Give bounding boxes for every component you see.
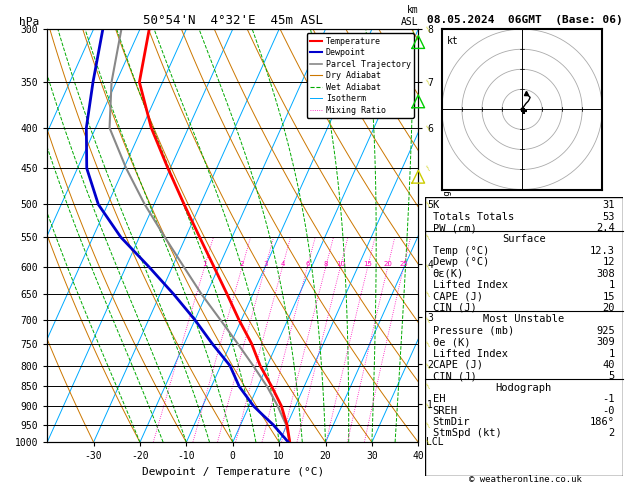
Text: 308: 308 — [596, 269, 615, 278]
Text: Totals Totals: Totals Totals — [433, 212, 514, 222]
Text: hPa: hPa — [19, 17, 40, 27]
Text: 309: 309 — [596, 337, 615, 347]
Text: /: / — [425, 79, 431, 85]
Text: 6: 6 — [305, 261, 309, 267]
Text: 8: 8 — [323, 261, 328, 267]
Text: /: / — [425, 125, 431, 131]
Text: 15: 15 — [603, 292, 615, 301]
Text: 20: 20 — [603, 303, 615, 313]
Text: /: / — [425, 202, 431, 208]
Text: -1: -1 — [603, 394, 615, 404]
Text: CAPE (J): CAPE (J) — [433, 360, 482, 370]
Text: 08.05.2024  06GMT  (Base: 06): 08.05.2024 06GMT (Base: 06) — [427, 15, 623, 25]
Text: CIN (J): CIN (J) — [433, 371, 476, 382]
Text: Mixing Ratio (g/kg): Mixing Ratio (g/kg) — [443, 185, 452, 287]
Text: /: / — [425, 363, 431, 369]
Text: /: / — [425, 264, 431, 270]
Text: /: / — [425, 403, 431, 409]
Text: 31: 31 — [603, 200, 615, 210]
Text: PW (cm): PW (cm) — [433, 223, 476, 233]
Text: StmDir: StmDir — [433, 417, 470, 427]
Text: Lifted Index: Lifted Index — [433, 348, 508, 359]
Text: /: / — [425, 317, 431, 323]
Legend: Temperature, Dewpoint, Parcel Trajectory, Dry Adiabat, Wet Adiabat, Isotherm, Mi: Temperature, Dewpoint, Parcel Trajectory… — [306, 34, 414, 118]
Text: Pressure (mb): Pressure (mb) — [433, 326, 514, 336]
Text: 53: 53 — [603, 212, 615, 222]
Text: 4: 4 — [281, 261, 284, 267]
Text: /: / — [425, 234, 431, 240]
Text: 10: 10 — [336, 261, 345, 267]
Text: CIN (J): CIN (J) — [433, 303, 476, 313]
Text: 1: 1 — [608, 348, 615, 359]
Text: 925: 925 — [596, 326, 615, 336]
Text: 12: 12 — [603, 257, 615, 267]
Text: Lifted Index: Lifted Index — [433, 280, 508, 290]
Text: /: / — [425, 439, 431, 445]
Text: © weatheronline.co.uk: © weatheronline.co.uk — [469, 474, 582, 484]
Text: EH: EH — [433, 394, 445, 404]
Text: Surface: Surface — [502, 234, 545, 244]
Text: kt: kt — [447, 35, 459, 46]
Text: 186°: 186° — [590, 417, 615, 427]
Text: Temp (°C): Temp (°C) — [433, 246, 489, 256]
Text: K: K — [433, 200, 439, 210]
Text: 5: 5 — [608, 371, 615, 382]
Text: 50°54'N  4°32'E  45m ASL: 50°54'N 4°32'E 45m ASL — [143, 14, 323, 27]
Text: StmSpd (kt): StmSpd (kt) — [433, 428, 501, 438]
Text: θe (K): θe (K) — [433, 337, 470, 347]
Text: /: / — [425, 165, 431, 171]
Text: 12.3: 12.3 — [590, 246, 615, 256]
Text: 1: 1 — [203, 261, 207, 267]
Text: /: / — [425, 26, 431, 32]
Text: /: / — [425, 292, 431, 297]
Text: /: / — [425, 422, 431, 428]
Text: CAPE (J): CAPE (J) — [433, 292, 482, 301]
Text: 20: 20 — [383, 261, 392, 267]
Text: 40: 40 — [603, 360, 615, 370]
Text: 3: 3 — [263, 261, 267, 267]
Text: 2: 2 — [240, 261, 244, 267]
Text: 2.4: 2.4 — [596, 223, 615, 233]
Text: 2: 2 — [608, 428, 615, 438]
Text: 1: 1 — [608, 280, 615, 290]
Text: 15: 15 — [364, 261, 372, 267]
FancyBboxPatch shape — [425, 197, 623, 476]
X-axis label: Dewpoint / Temperature (°C): Dewpoint / Temperature (°C) — [142, 467, 324, 477]
Text: θε(K): θε(K) — [433, 269, 464, 278]
Text: 25: 25 — [399, 261, 408, 267]
Text: Dewp (°C): Dewp (°C) — [433, 257, 489, 267]
Text: LCL: LCL — [426, 437, 443, 447]
Text: Most Unstable: Most Unstable — [483, 314, 564, 324]
Text: -0: -0 — [603, 405, 615, 416]
Text: /: / — [425, 341, 431, 347]
Text: /: / — [425, 383, 431, 389]
Text: Hodograph: Hodograph — [496, 383, 552, 393]
Text: SREH: SREH — [433, 405, 457, 416]
Text: km
ASL: km ASL — [401, 5, 418, 27]
